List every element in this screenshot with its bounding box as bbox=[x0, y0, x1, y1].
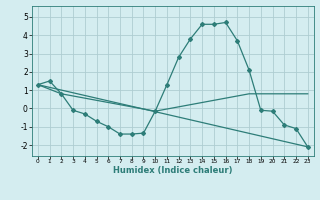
X-axis label: Humidex (Indice chaleur): Humidex (Indice chaleur) bbox=[113, 166, 233, 175]
